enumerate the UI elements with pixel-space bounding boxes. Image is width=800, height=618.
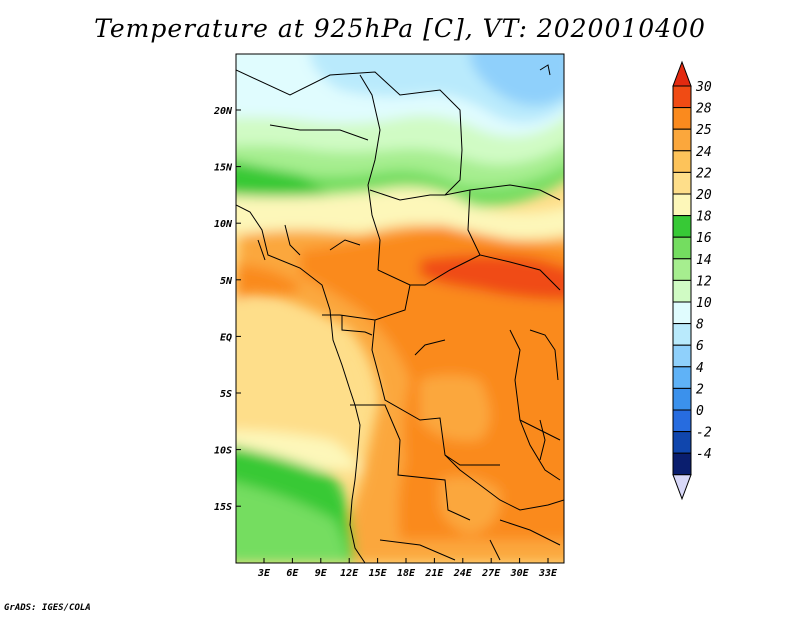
lon-tick-label: 33E: [538, 568, 558, 579]
latitude-axis: 20N 15N 10N 5N EQ 5S 10S 15S: [213, 106, 241, 513]
lat-tick-label: EQ: [220, 332, 232, 343]
lon-tick-label: 27E: [481, 568, 501, 579]
colorbar-segment: [672, 279, 692, 303]
colorbar-label: 16: [696, 231, 712, 246]
lat-tick-label: 5N: [220, 276, 233, 287]
lat-tick-label: 10N: [214, 219, 233, 230]
longitude-axis: 3E 6E 9E 12E 15E 18E 21E 24E 27E 30E 33E: [257, 558, 558, 579]
colorbar-label: 12: [696, 274, 712, 289]
colorbar-label: 20: [696, 188, 712, 203]
colorbar-segment: [672, 107, 692, 130]
colorbar-label: 4: [696, 361, 704, 376]
colorbar-segment: [672, 344, 692, 368]
colorbar-segment: [672, 323, 692, 346]
chart-title: Temperature at 925hPa [C], VT: 202001040…: [94, 14, 706, 43]
colorbar-segment: [672, 452, 692, 476]
colorbar-segment: [672, 150, 692, 173]
colorbar-segment: [672, 366, 692, 389]
colorbar-segment: [672, 258, 692, 281]
colorbar-label: 0: [696, 404, 704, 419]
colorbar-label: 10: [696, 296, 712, 311]
lon-tick-label: 3E: [257, 568, 271, 579]
lat-tick-label: 15N: [214, 163, 233, 174]
colorbar-label: 30: [695, 80, 712, 95]
map-frame: [235, 53, 565, 564]
lat-tick-label: 10S: [214, 446, 232, 457]
lon-tick-label: 24E: [453, 568, 473, 579]
colorbar-segment: [672, 236, 692, 260]
colorbar-label: 14: [696, 253, 712, 268]
colorbar-segment: [672, 193, 692, 217]
colorbar-label: 25: [696, 123, 712, 138]
colorbar-label: 8: [696, 318, 704, 333]
colorbar-label: 22: [696, 166, 712, 181]
colorbar-segment: [672, 409, 692, 433]
colorbar-label: 24: [696, 145, 712, 160]
colorbar-label: -2: [696, 426, 712, 441]
lon-tick-label: 30E: [510, 568, 530, 579]
colorbar-segment: [672, 431, 692, 454]
lon-tick-label: 18E: [397, 568, 416, 579]
lon-tick-label: 12E: [340, 568, 359, 579]
coastlines-borders: [236, 64, 564, 563]
lat-tick-label: 15S: [214, 502, 232, 513]
colorbar-segment: [672, 171, 692, 195]
temperature-field: [236, 54, 564, 563]
lon-tick-label: 6E: [286, 568, 299, 579]
colorbar-segment: [672, 387, 692, 411]
colorbar-segment: [672, 85, 692, 109]
colorbar-bottom-arrow: [672, 474, 692, 501]
colorbar-label: 2: [696, 382, 704, 397]
lat-tick-label: 5S: [220, 389, 232, 400]
colorbar-segment: [672, 128, 692, 152]
colorbar-label: 18: [696, 210, 712, 225]
colorbar-label: 6: [696, 339, 704, 354]
lat-tick-label: 20N: [213, 106, 233, 117]
lon-tick-label: 9E: [315, 568, 328, 579]
colorbar-label: 28: [696, 102, 712, 117]
lon-tick-label: 21E: [424, 568, 444, 579]
grads-credit: GrADS: IGES/COLA: [4, 603, 91, 613]
colorbar-segment: [672, 301, 692, 325]
colorbar-top-arrow: [672, 60, 692, 87]
lon-tick-label: 15E: [369, 568, 388, 579]
colorbar-segment: [672, 215, 692, 238]
colorbar-label: -4: [696, 447, 712, 462]
